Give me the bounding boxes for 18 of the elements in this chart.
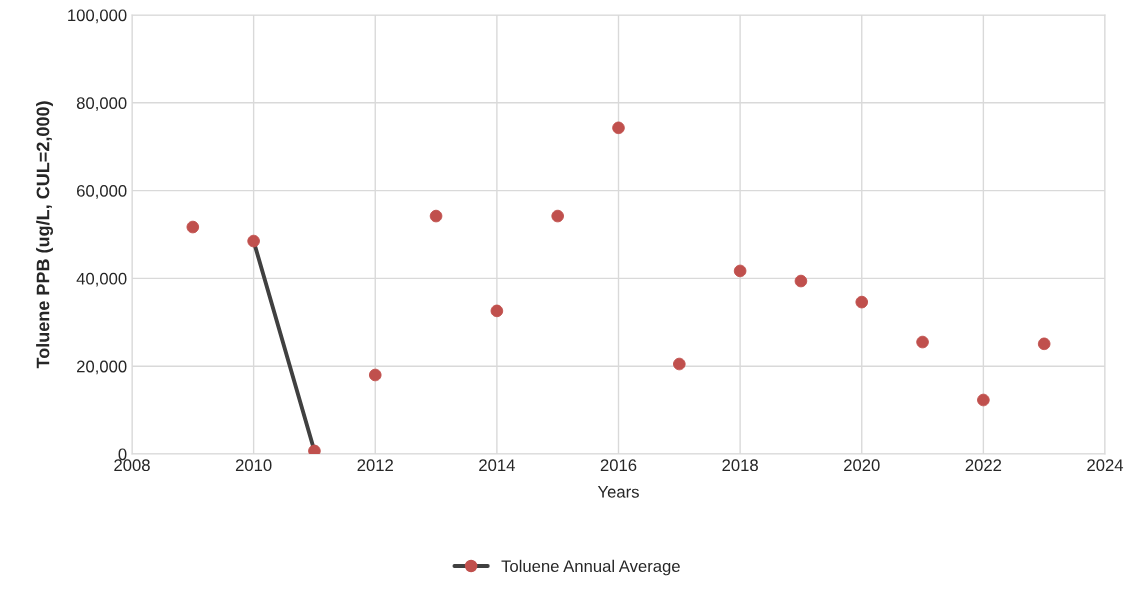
x-tick-label: 2010 bbox=[235, 459, 272, 472]
x-tick-label: 2012 bbox=[357, 459, 393, 472]
x-tick-label: 2016 bbox=[600, 459, 637, 472]
x-tick-label: 2022 bbox=[965, 459, 1002, 472]
x-tick-label: 2014 bbox=[479, 459, 515, 472]
y-tick-label: 20,000 bbox=[77, 360, 127, 375]
y-tick-label: 80,000 bbox=[76, 97, 127, 111]
legend-label: Toluene Annual Average bbox=[501, 559, 680, 576]
y-tick-label: 0 bbox=[118, 448, 127, 461]
y-tick-label: 40,000 bbox=[76, 272, 127, 287]
y-tick-label: 100,000 bbox=[68, 9, 127, 24]
x-tick-label: 2018 bbox=[722, 459, 758, 472]
y-axis-title: Toluene PPB (ug/L, CUL=2,000) bbox=[36, 101, 54, 369]
y-tick-label: 60,000 bbox=[77, 185, 127, 199]
x-tick-label: 2020 bbox=[844, 459, 880, 472]
x-axis-title: Years bbox=[597, 486, 639, 498]
x-tick-label: 2024 bbox=[1087, 459, 1124, 472]
x-tick-label: 2008 bbox=[114, 459, 150, 472]
